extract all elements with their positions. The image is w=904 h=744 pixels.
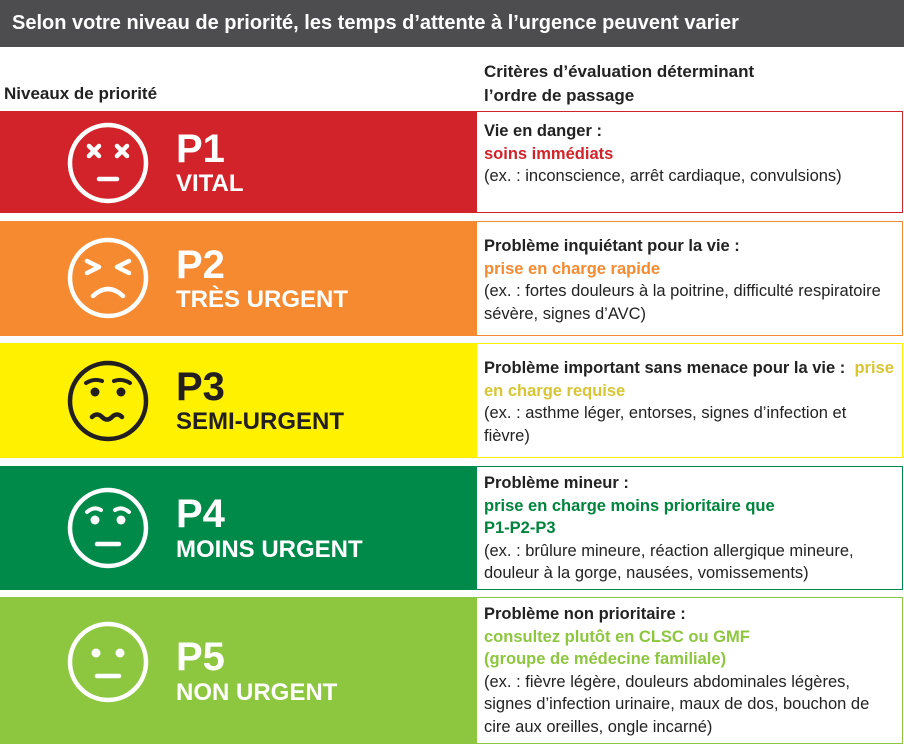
- criteria-title-p4: Problème mineur :: [484, 474, 629, 492]
- priority-label-p1: VITAL: [176, 170, 244, 197]
- priority-levels-header: Niveaux de priorité: [4, 84, 158, 103]
- page-banner: Selon votre niveau de priorité, les temp…: [0, 0, 904, 47]
- priority-code-p2: P2: [176, 243, 225, 287]
- criteria-examples-p3: (ex. : asthme léger, entorses, signes d’…: [484, 404, 847, 445]
- priority-band-p1: P1 VITAL: [0, 111, 477, 213]
- priority-row-p1: P1 VITAL Vie en danger : soins immédiats…: [0, 111, 904, 213]
- criteria-panel-p4: [477, 466, 903, 590]
- priority-code-p4: P4: [176, 492, 225, 536]
- criteria-header-line1: Critères d’évaluation déterminant: [484, 62, 755, 81]
- neutral-face-icon: [67, 621, 149, 703]
- criteria-examples-p4: (ex. : brûlure mineure, réaction allergi…: [484, 541, 854, 583]
- criteria-panel-p5: [477, 597, 903, 744]
- priority-row-p5: P5 NON URGENT Problème non prioritaire :…: [0, 597, 904, 744]
- criteria-header-line2: l’ordre de passage: [484, 86, 635, 105]
- priority-row-p3: P3 SEMI-URGENT Problème important sans m…: [0, 343, 904, 458]
- priority-band-p2: P2 TRÈS URGENT: [0, 221, 477, 336]
- criteria-text-p1: Vie en danger : soins immédiats (ex. : i…: [484, 120, 896, 188]
- criteria-text-p4: Problème mineur : prise en charge moins …: [484, 472, 896, 585]
- priority-row-p4: P4 MOINS URGENT Problème mineur : prise …: [0, 466, 904, 590]
- criteria-panel-p3: [477, 343, 903, 458]
- priority-code-p3: P3: [176, 365, 225, 409]
- worried-wavy-face-icon: [67, 360, 149, 442]
- priority-code-p1: P1: [176, 127, 225, 171]
- squinting-frown-face-icon: [67, 237, 149, 319]
- priority-code-p5: P5: [176, 635, 225, 679]
- criteria-examples-p2: (ex. : fortes douleurs à la poitrine, di…: [484, 282, 881, 323]
- criteria-title-p5: Problème non prioritaire :: [484, 605, 686, 623]
- criteria-action-p2: prise en charge rapide: [484, 259, 661, 278]
- criteria-action-p5: consultez plutôt en CLSC ou GMF (groupe …: [484, 627, 750, 669]
- criteria-title-p3-text: Problème important sans menace pour la v…: [484, 359, 846, 377]
- priority-row-p2: P2 TRÈS URGENT Problème inquiétant pour …: [0, 221, 904, 336]
- criteria-action-p4: prise en charge moins prioritaire que P1…: [484, 496, 775, 538]
- priority-band-p4: P4 MOINS URGENT: [0, 466, 477, 590]
- criteria-title-p2: Problème inquiétant pour la vie :: [484, 237, 740, 255]
- x-eyes-face-icon: [67, 122, 149, 204]
- criteria-action-p3: prise en charge requise: [484, 359, 894, 400]
- priority-label-p2: TRÈS URGENT: [176, 286, 349, 313]
- criteria-title-p3: Problème important sans menace pour la v…: [484, 357, 896, 402]
- criteria-text-p5: Problème non prioritaire : consultez plu…: [484, 603, 896, 738]
- priority-band-p5: P5 NON URGENT: [0, 597, 477, 744]
- priority-label-p3: SEMI-URGENT: [176, 408, 344, 435]
- criteria-examples-p5: (ex. : fièvre légère, douleurs abdominal…: [484, 672, 870, 736]
- criteria-text-p3: Problème important sans menace pour la v…: [484, 357, 896, 447]
- concerned-face-icon: [67, 487, 149, 569]
- criteria-examples-p1: (ex. : inconscience, arrêt cardiaque, co…: [484, 167, 842, 185]
- criteria-header: Critères d’évaluation déterminant l’ordr…: [484, 60, 754, 108]
- priority-label-p5: NON URGENT: [176, 679, 338, 706]
- criteria-panel-p2: [477, 221, 903, 336]
- criteria-action-p1: soins immédiats: [484, 144, 614, 163]
- criteria-text-p2: Problème inquiétant pour la vie : prise …: [484, 235, 896, 325]
- criteria-title-p1: Vie en danger :: [484, 122, 602, 140]
- priority-label-p4: MOINS URGENT: [176, 536, 363, 563]
- criteria-panel-p1: [477, 111, 903, 213]
- priority-band-p3: P3 SEMI-URGENT: [0, 343, 477, 458]
